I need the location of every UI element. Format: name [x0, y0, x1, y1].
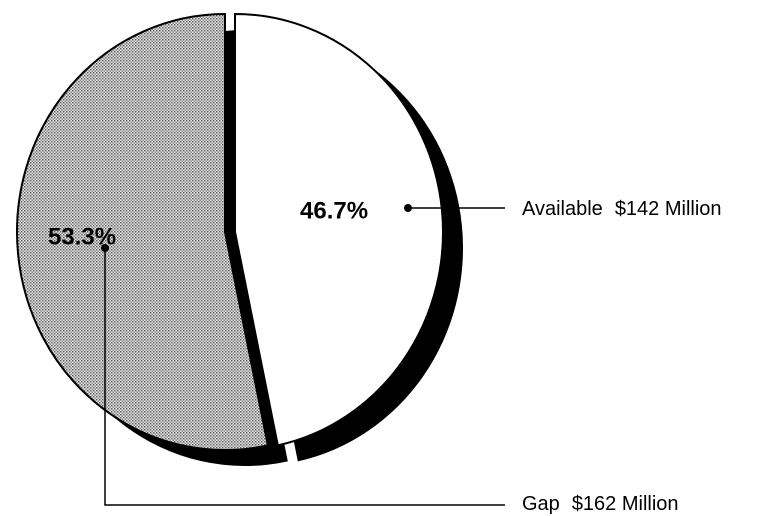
legend-label: Gap $162 Million	[522, 493, 679, 515]
category: Available	[522, 198, 603, 220]
slice-label: 46.7%	[300, 197, 368, 224]
leader-dot	[101, 244, 109, 252]
slice	[234, 12, 444, 447]
leader-line	[104, 248, 505, 506]
amount: $142 Million	[615, 198, 722, 220]
slice-layer	[16, 12, 444, 451]
slice	[16, 12, 269, 451]
leader-dot	[404, 204, 412, 212]
category: Gap	[522, 493, 560, 515]
slice-label: 53.3%	[48, 223, 116, 250]
amount: $162 Million	[572, 493, 679, 515]
legend-label: Available $142 Million	[522, 198, 722, 220]
